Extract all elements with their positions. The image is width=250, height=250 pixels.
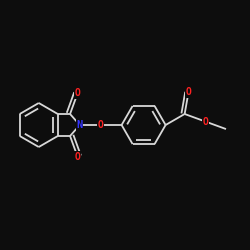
Text: O: O [202,116,208,126]
Text: O: O [98,120,104,130]
Text: O: O [186,87,192,97]
Text: N: N [77,120,83,130]
Text: O: O [75,152,80,162]
Text: O: O [75,88,80,98]
